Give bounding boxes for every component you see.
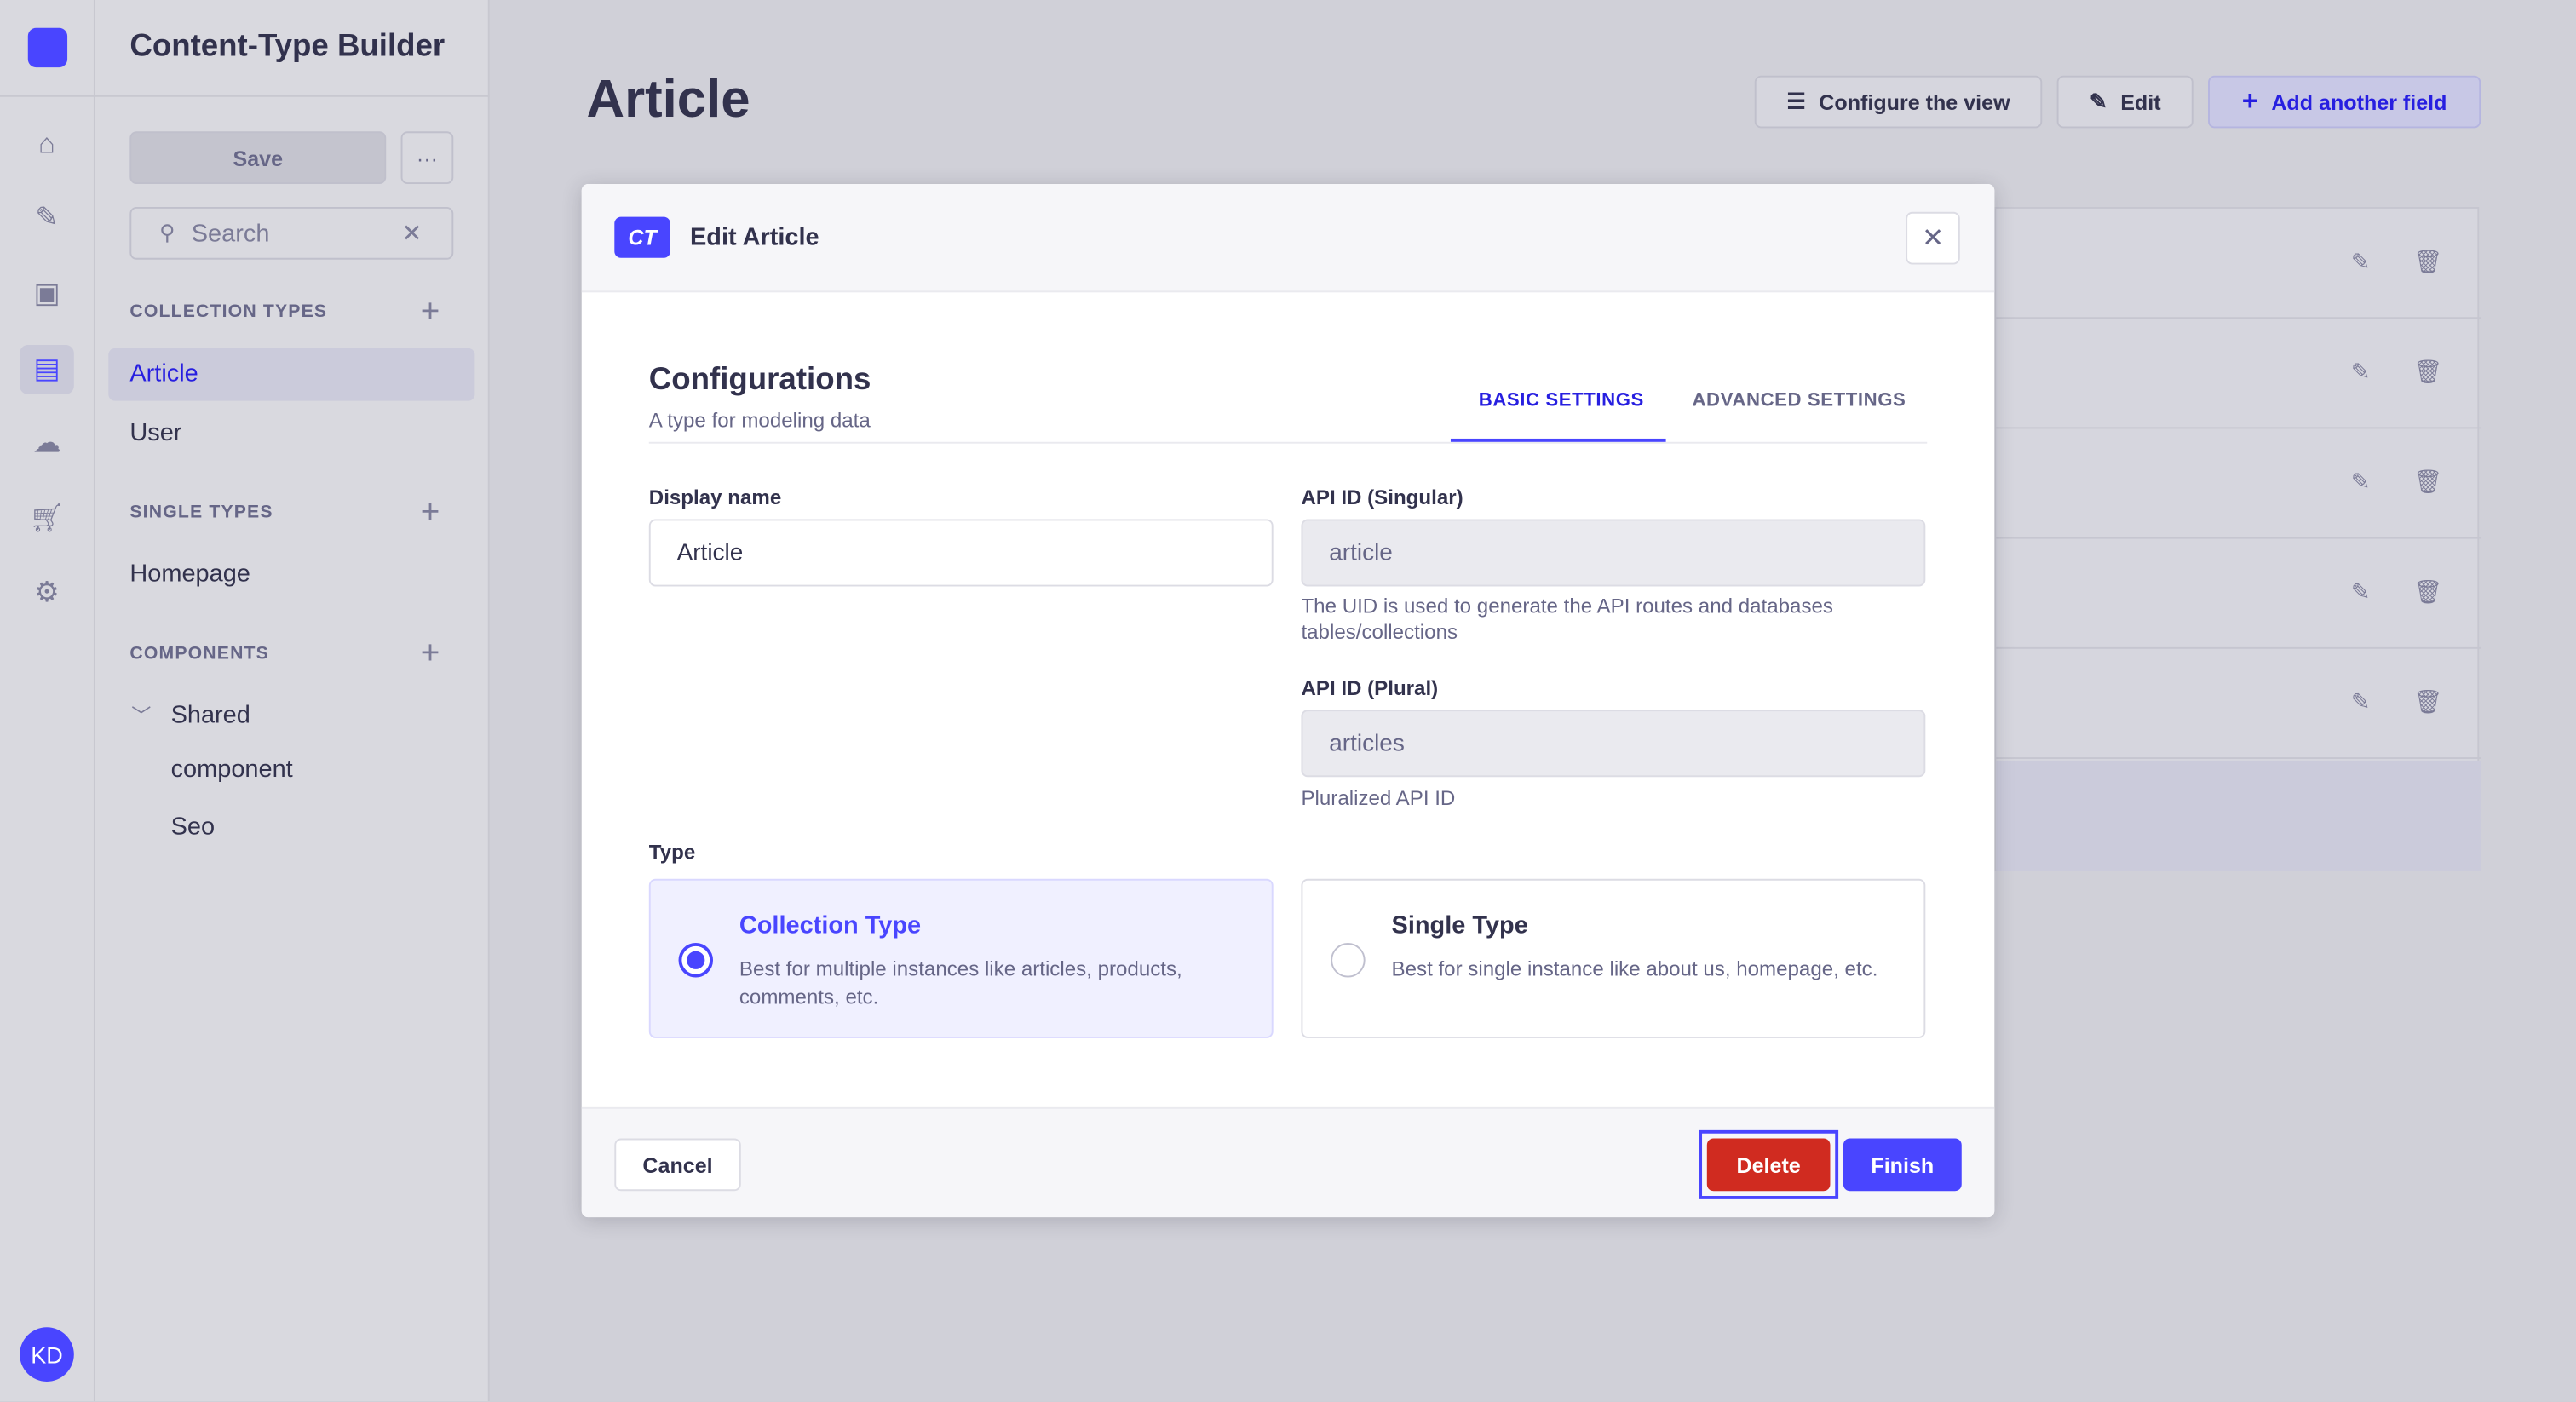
section-single-types: SINGLE TYPES — [129, 503, 273, 523]
sidebar-item-seo[interactable]: Seo — [170, 813, 216, 842]
search-icon: ⚲ — [159, 220, 175, 245]
pencil-icon: ✎ — [2089, 89, 2107, 114]
component-group-shared[interactable]: Shared — [170, 701, 250, 730]
pencil-icon[interactable]: ✎ — [2350, 468, 2371, 495]
api-id-plural-hint: Pluralized API ID — [1301, 786, 1456, 810]
pencil-icon[interactable]: ✎ — [2350, 248, 2371, 275]
delete-button[interactable]: Delete — [1706, 1138, 1831, 1192]
type-option-title: Collection Type — [739, 911, 922, 940]
chevron-down-icon[interactable]: ﹀ — [131, 704, 152, 728]
cart-icon[interactable]: 🛒︎ — [29, 503, 65, 534]
trash-icon[interactable]: 🗑︎ — [2413, 248, 2443, 275]
add-single-type-icon[interactable]: + — [420, 494, 440, 531]
media-library-icon[interactable]: ▣ — [33, 277, 60, 309]
trash-icon[interactable]: 🗑︎ — [2413, 468, 2443, 495]
sidebar-item-user[interactable]: User — [129, 418, 182, 447]
type-option-single[interactable]: Single Type Best for single instance lik… — [1301, 878, 1926, 1038]
table-row: ✎ 🗑︎ — [1996, 539, 2481, 649]
active-item-highlight — [108, 348, 475, 401]
finish-button[interactable]: Finish — [1843, 1138, 1962, 1192]
tabs-divider — [648, 441, 1928, 444]
focus-ring — [1699, 1129, 1839, 1199]
close-icon[interactable]: ✕ — [1906, 211, 1960, 265]
section-components: COMPONENTS — [129, 644, 269, 664]
content-type-builder-icon[interactable]: ▤ — [20, 345, 74, 394]
clear-search-icon[interactable]: ✕ — [401, 220, 423, 249]
sidebar-title: Content-Type Builder — [129, 29, 446, 65]
search-placeholder: Search — [191, 219, 270, 248]
sidebar-item-homepage[interactable]: Homepage — [129, 560, 250, 589]
modal-title: Edit Article — [690, 223, 819, 252]
strapi-logo-icon[interactable] — [27, 27, 68, 68]
content-type-badge: CT — [614, 216, 670, 258]
home-icon[interactable]: ⌂ — [38, 128, 55, 160]
search-input[interactable]: ⚲ Search ✕ — [129, 207, 454, 260]
display-name-input[interactable]: Article — [648, 519, 1274, 587]
tab-advanced-settings[interactable]: ADVANCED SETTINGS — [1692, 391, 1906, 411]
api-id-plural-input: articles — [1301, 710, 1926, 778]
section-collection-types: COLLECTION TYPES — [129, 302, 328, 323]
sidebar-item-article[interactable]: Article — [129, 359, 198, 388]
cloud-icon[interactable]: ☁ — [32, 427, 61, 459]
fields-table: ✎ 🗑︎ ✎ 🗑︎ ✎ 🗑︎ ✎ 🗑︎ ✎ 🗑︎ — [1994, 207, 2481, 871]
configure-view-button[interactable]: ☰ Configure the view — [1754, 75, 2043, 129]
api-id-singular-input: article — [1301, 519, 1926, 587]
add-collection-type-icon[interactable]: + — [420, 294, 440, 330]
content-type-sidebar: Content-Type Builder Save ··· ⚲ Search ✕… — [95, 0, 490, 1402]
edit-label: Edit — [2120, 89, 2161, 115]
active-tab-indicator — [1450, 438, 1666, 442]
radio-selected[interactable] — [678, 943, 714, 978]
table-row: ✎ 🗑︎ — [1996, 428, 2481, 539]
main-nav-rail: ⌂ ✎ ▣ ▤ ☁ 🛒︎ ⚙ KD — [0, 0, 95, 1402]
trash-icon[interactable]: 🗑︎ — [2413, 577, 2443, 605]
list-settings-icon: ☰ — [1786, 89, 1806, 114]
pencil-icon[interactable]: ✎ — [2350, 358, 2371, 385]
api-id-singular-hint: The UID is used to generate the API rout… — [1301, 595, 1833, 645]
sidebar-item-component[interactable]: component — [170, 756, 293, 784]
radio-unselected[interactable] — [1331, 943, 1366, 978]
edit-button[interactable]: ✎ Edit — [2056, 75, 2194, 129]
plus-icon: + — [2241, 85, 2258, 117]
modal-header: CT Edit Article ✕ — [581, 184, 1995, 293]
configure-view-label: Configure the view — [1819, 89, 2010, 115]
trash-icon[interactable]: 🗑︎ — [2413, 688, 2443, 715]
page-title: Article — [586, 69, 750, 129]
divider — [0, 95, 95, 97]
tab-basic-settings[interactable]: BASIC SETTINGS — [1478, 391, 1644, 411]
more-options-button[interactable]: ··· — [400, 131, 454, 185]
divider — [95, 95, 490, 97]
edit-article-modal: CT Edit Article ✕ Configurations A type … — [581, 184, 1995, 1218]
avatar[interactable]: KD — [20, 1327, 74, 1382]
add-another-field-button[interactable]: + Add another field — [2208, 75, 2481, 129]
table-row: ✎ 🗑︎ — [1996, 319, 2481, 429]
feather-icon[interactable]: ✎ — [35, 202, 59, 233]
table-row: ✎ 🗑︎ — [1996, 209, 2481, 319]
type-option-desc: Best for single instance like about us, … — [1391, 957, 1878, 981]
type-option-desc: Best for multiple instances like article… — [739, 957, 1182, 1009]
save-button[interactable]: Save — [129, 131, 387, 185]
type-label: Type — [648, 841, 696, 865]
pencil-icon[interactable]: ✎ — [2350, 688, 2371, 715]
api-id-singular-label: API ID (Singular) — [1301, 486, 1463, 509]
trash-icon[interactable]: 🗑︎ — [2413, 358, 2443, 385]
type-option-collection[interactable]: Collection Type Best for multiple instan… — [648, 878, 1274, 1038]
modal-footer: Cancel Delete Finish — [581, 1106, 1995, 1218]
configurations-subheading: A type for modeling data — [648, 409, 871, 433]
type-option-title: Single Type — [1391, 911, 1528, 940]
cancel-button[interactable]: Cancel — [614, 1138, 741, 1192]
table-row: ✎ 🗑︎ — [1996, 649, 2481, 760]
api-id-plural-label: API ID (Plural) — [1301, 676, 1439, 700]
configurations-heading: Configurations — [648, 363, 871, 398]
table-row-add[interactable] — [1996, 760, 2481, 871]
pencil-icon[interactable]: ✎ — [2350, 577, 2371, 605]
gear-icon[interactable]: ⚙ — [34, 576, 60, 608]
add-component-icon[interactable]: + — [420, 635, 440, 672]
add-field-label: Add another field — [2271, 89, 2447, 115]
display-name-label: Display name — [648, 486, 782, 509]
